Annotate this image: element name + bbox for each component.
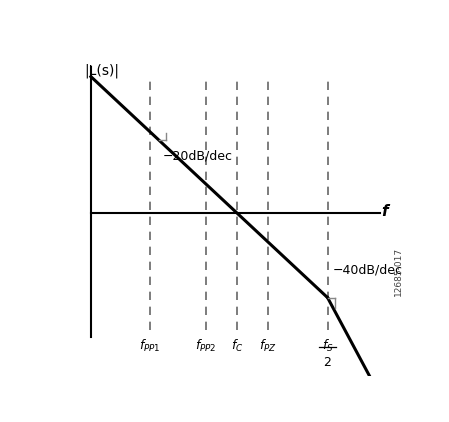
Text: −40dB/dec: −40dB/dec <box>333 263 403 276</box>
Text: $f_{PP2}$: $f_{PP2}$ <box>195 338 216 354</box>
Text: |L(s)|: |L(s)| <box>84 64 119 78</box>
Text: 12685-017: 12685-017 <box>394 247 403 296</box>
Text: $f_{PP1}$: $f_{PP1}$ <box>139 338 161 354</box>
Text: f: f <box>382 204 388 219</box>
Text: $f_{PZ}$: $f_{PZ}$ <box>260 338 277 354</box>
Text: $f_C$: $f_C$ <box>231 338 243 354</box>
Text: $2$: $2$ <box>323 356 332 369</box>
Text: −20dB/dec: −20dB/dec <box>162 150 232 163</box>
Text: $f_S$: $f_S$ <box>321 338 334 354</box>
